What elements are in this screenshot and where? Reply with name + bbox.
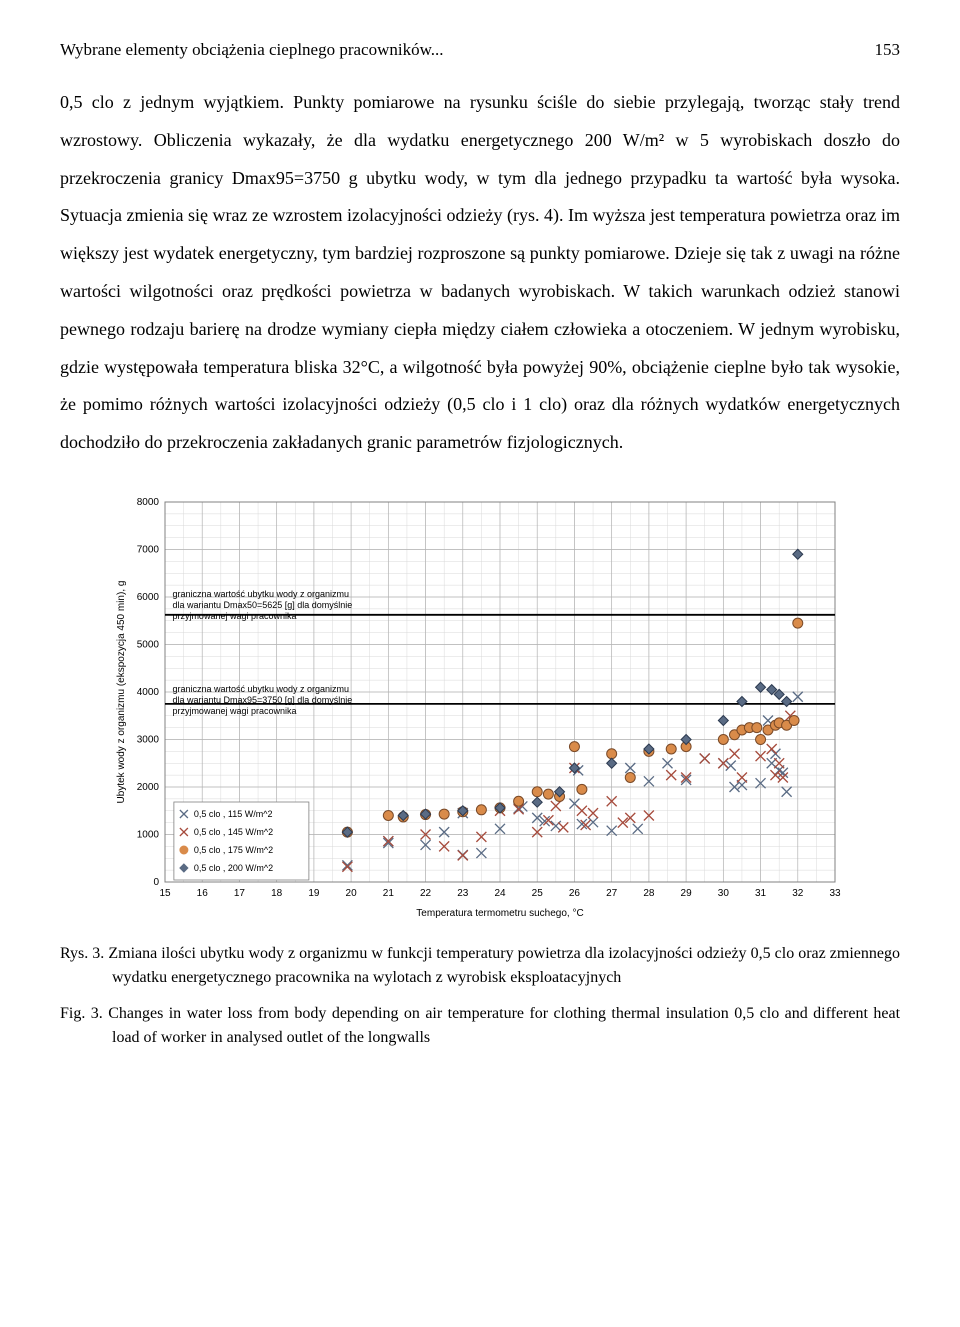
svg-text:przyjmowanej wagi pracownika: przyjmowanej wagi pracownika [172,706,296,716]
svg-text:23: 23 [457,888,469,899]
svg-text:33: 33 [829,888,841,899]
page-number: 153 [875,40,901,60]
svg-text:30: 30 [718,888,730,899]
svg-text:26: 26 [569,888,581,899]
svg-text:0: 0 [153,877,159,888]
svg-text:0,5 clo , 145 W/m^2: 0,5 clo , 145 W/m^2 [194,827,273,837]
svg-text:15: 15 [159,888,171,899]
caption-text-en: Changes in water loss from body dependin… [108,1005,900,1046]
svg-text:25: 25 [532,888,544,899]
figure-caption-pl: Rys. 3. Zmiana ilości ubytku wody z orga… [60,942,900,990]
svg-text:przyjmowanej wagi pracownika: przyjmowanej wagi pracownika [172,611,296,621]
svg-text:24: 24 [494,888,506,899]
svg-text:1000: 1000 [137,829,160,840]
svg-text:19: 19 [308,888,320,899]
svg-text:dla wariantu Dmax95=3750 [g] d: dla wariantu Dmax95=3750 [g] dla domyśln… [172,695,352,705]
running-title: Wybrane elementy obciążenia cieplnego pr… [60,40,444,60]
figure-caption-en: Fig. 3. Changes in water loss from body … [60,1002,900,1050]
svg-text:2000: 2000 [137,782,160,793]
svg-text:0,5 clo , 175 W/m^2: 0,5 clo , 175 W/m^2 [194,845,273,855]
caption-prefix-en: Fig. 3. [60,1005,108,1022]
scatter-chart: 15 16 17 18 19 20 21 22 23 24 25 26 27 28 29 30 31 32 33 0 1… [110,492,850,922]
svg-text:4000: 4000 [137,687,160,698]
svg-text:29: 29 [681,888,693,899]
svg-text:Temperatura termometru suchego: Temperatura termometru suchego, °C [416,908,583,919]
svg-text:18: 18 [271,888,283,899]
svg-text:17: 17 [234,888,246,899]
svg-text:0,5 clo , 115 W/m^2: 0,5 clo , 115 W/m^2 [194,809,273,819]
svg-text:8000: 8000 [137,497,160,508]
svg-text:6000: 6000 [137,592,160,603]
chart-svg: 15 16 17 18 19 20 21 22 23 24 25 26 27 28 29 30 31 32 33 0 1… [110,492,850,922]
svg-text:3000: 3000 [137,734,160,745]
svg-text:20: 20 [346,888,358,899]
svg-text:31: 31 [755,888,767,899]
svg-text:Ubytek wody z organizmu (ekspo: Ubytek wody z organizmu (ekspozycja 450 … [116,581,127,804]
caption-text-pl: Zmiana ilości ubytku wody z organizmu w … [108,945,900,986]
svg-text:22: 22 [420,888,432,899]
svg-text:21: 21 [383,888,395,899]
svg-text:graniczna wartość ubytku wody: graniczna wartość ubytku wody z organizm… [172,589,349,599]
running-header: Wybrane elementy obciążenia cieplnego pr… [60,40,900,60]
svg-text:dla wariantu Dmax50=5625 [g] d: dla wariantu Dmax50=5625 [g] dla domyśln… [172,600,352,610]
svg-text:32: 32 [792,888,804,899]
svg-text:0,5 clo , 200 W/m^2: 0,5 clo , 200 W/m^2 [194,863,273,873]
svg-text:7000: 7000 [137,544,160,555]
caption-prefix-pl: Rys. 3. [60,945,108,962]
svg-text:5000: 5000 [137,639,160,650]
svg-text:16: 16 [197,888,209,899]
svg-text:graniczna wartość ubytku wody: graniczna wartość ubytku wody z organizm… [172,684,349,694]
svg-text:27: 27 [606,888,618,899]
svg-text:28: 28 [643,888,655,899]
body-paragraph: 0,5 clo z jednym wyjątkiem. Punkty pomia… [60,84,900,462]
